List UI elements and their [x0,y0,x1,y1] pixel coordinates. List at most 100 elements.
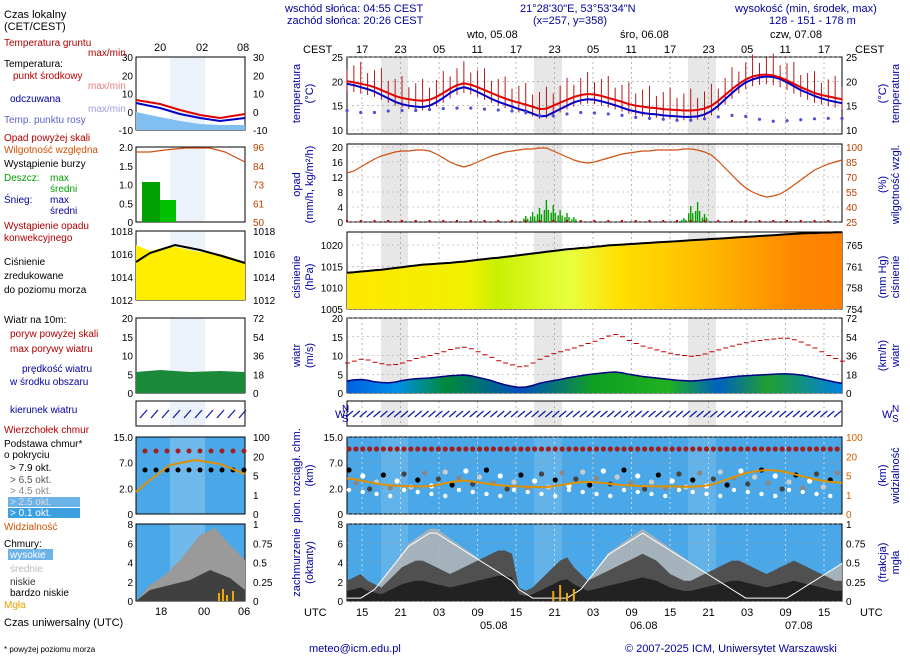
precip-occ-mark [414,220,417,222]
tick-right: 0.75 [846,539,866,550]
cloud-top-dot [511,446,517,452]
cloud-base-dot [353,480,359,486]
tick-left: 8 [337,188,343,199]
wind-arrow [599,410,608,418]
precip-occ-mark [676,220,678,222]
precip-occ-mark [731,220,733,222]
cloud-top-dot [518,446,524,452]
tick-right: 10 [846,126,858,137]
legend-tick-left: 0 [127,510,133,521]
dew-point-dot [606,112,610,116]
wind-arrow [641,410,650,418]
compass-n-right: N [892,404,899,415]
cloud-top-dot [758,446,765,452]
cloud-base-dot-low [649,491,654,497]
wind-arrow [819,410,828,418]
wind-arrow [716,410,725,418]
precip-occ-mark [593,220,596,222]
cloud-base-dot-low [401,487,407,493]
wind-arrow [379,410,388,418]
dew-point-dot [647,116,652,120]
dew-point-dot [785,119,789,123]
cloud-base-dot-low [511,487,517,493]
cloud-top-dot [834,446,840,452]
tick-left: 12 [332,173,344,184]
leg-hour-bottom-1: 18 [155,606,167,618]
wind-arrow [407,410,416,418]
cloud-top-dot [745,446,751,452]
cloud-base-dot-low [676,487,682,493]
legend-night-band [170,57,205,130]
wind-arrow [352,410,361,418]
cloud-base-dot [669,478,675,484]
cloud-top-dot [786,446,792,452]
utc-label-right: UTC [860,607,883,619]
dew-point-dot [359,110,363,115]
legend-rain-mean [160,200,176,222]
tick-left: 7.0 [329,459,343,470]
legend-okt25-bg [8,497,80,507]
cloud-top-dot [683,446,689,452]
cloud-top-dot [545,446,551,452]
legend-cloud-base-dot [241,467,247,473]
cloud-top-dot [463,446,469,452]
legend-cloud-base-dot [142,467,148,473]
legend-okt65: > 6.5 okt. [10,475,51,486]
precip-occ-mark [538,220,541,222]
cloud-base-dot-low [415,489,420,495]
legend-tick-right: 96 [253,143,265,154]
copyright: © 2007-2025 ICM, Uniwersytet Warszawski [625,643,837,655]
cloud-base-dot-low [346,487,352,493]
axis-label-left: zachmurzenie [291,528,303,596]
tick-right: 20 [846,77,858,88]
cloud-top-dot [642,446,648,452]
wind-arrow [654,410,663,418]
cloud-base-dot [518,472,524,478]
precip-occ-mark [442,220,445,222]
cloud-top-dot [800,446,806,452]
dew-point-dot [634,115,638,119]
legend-tick-right: 1 [253,491,259,502]
dew-point-dot [510,109,514,113]
cloud-top-dot [648,446,655,452]
cloud-top-dot [470,446,476,452]
wind-arrow [806,410,815,418]
cloud-base-dot-low [553,493,558,499]
night-band [381,401,408,426]
legend-tick-right: 0 [253,510,259,521]
tick-left: 0 [337,218,343,229]
legend-pressure1: Ciśnienie [4,257,46,268]
tick-right: 36 [846,352,858,363]
tick-right: 85 [846,158,858,169]
email-link[interactable]: meteo@icm.edu.pl [309,643,401,655]
cloud-top-dot [477,446,483,452]
cloud-base-dot [697,470,703,476]
wind-arrow [483,410,491,418]
legend-cloud-top-dot [219,448,225,454]
tick-left: 5 [337,370,343,381]
dew-point-dot [400,108,404,113]
legend-precip-above: Opad powyżej skali [4,133,90,144]
tick-right: 72 [846,314,858,325]
cloud-base-dot-low [566,487,572,493]
cloud-top-dot [655,446,661,452]
cloud-base-dot [635,473,641,479]
tick-left: 6 [337,539,343,550]
legend-tick-right: 36 [253,352,265,363]
cloud-top-dot [717,446,723,452]
cloud-top-dot [628,446,634,452]
cloud-base-dot [346,467,352,473]
legend-panel-wdir [135,400,246,427]
cloud-base-dot [422,470,428,476]
legend-tick-right: 0 [253,389,259,400]
cloud-base-dot [710,476,716,482]
axis-label-right: wilgotność wzgl. [890,145,902,225]
cloud-base-dot [786,479,792,485]
legend-tick-right: 1012 [253,296,276,307]
tick-left: 15 [332,333,344,344]
dew-point-dot [675,118,679,122]
cloud-top-dot [573,446,579,452]
tick-right: 55 [846,188,858,199]
legend-tick-left: 2 [127,578,133,589]
hours-cest-axis: 17 23 05 11 17 23 05 11 17 23 05 11 17 [356,44,830,56]
